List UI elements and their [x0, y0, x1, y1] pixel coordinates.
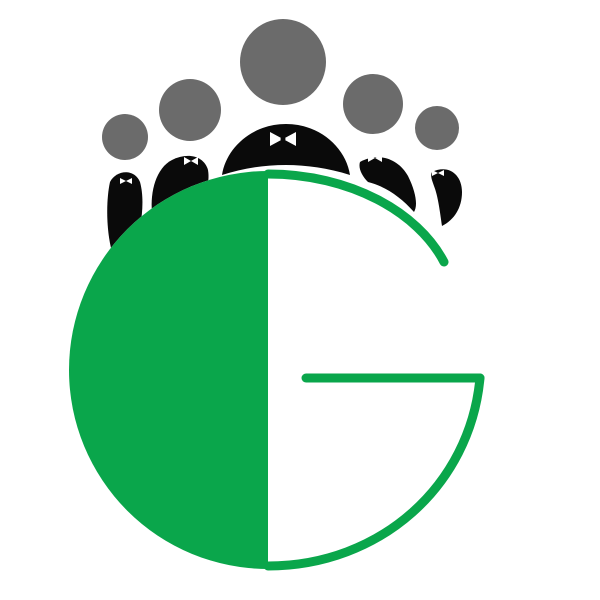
- letter-g-right-stroke: [263, 169, 449, 267]
- waiters-group: [102, 19, 462, 252]
- waiter-right: [343, 74, 416, 212]
- waiter-far-right-bowtie-icon: [432, 170, 444, 176]
- waiter-far-right-head: [415, 106, 459, 150]
- waiter-left-bowtie-icon: [184, 157, 198, 165]
- letter-g-lower-stroke: [263, 373, 485, 571]
- waiter-right-head: [343, 74, 403, 134]
- waiter-center-head: [240, 19, 326, 105]
- waiter-far-left-head: [102, 114, 148, 160]
- waiter-center: [222, 19, 350, 175]
- letter-g: [69, 169, 485, 571]
- waiter-far-right: [415, 106, 462, 226]
- letter-g-left-half: [69, 171, 268, 569]
- waiter-right-bowtie-icon: [368, 154, 382, 162]
- waiter-far-left-bowtie-icon: [120, 178, 132, 184]
- waiter-center-body: [222, 124, 350, 175]
- waiter-left-head: [159, 79, 221, 141]
- waiter-far-right-body: [431, 169, 462, 226]
- waiter-right-body: [359, 157, 416, 212]
- waiter-center-bowtie-knot: [280, 136, 286, 142]
